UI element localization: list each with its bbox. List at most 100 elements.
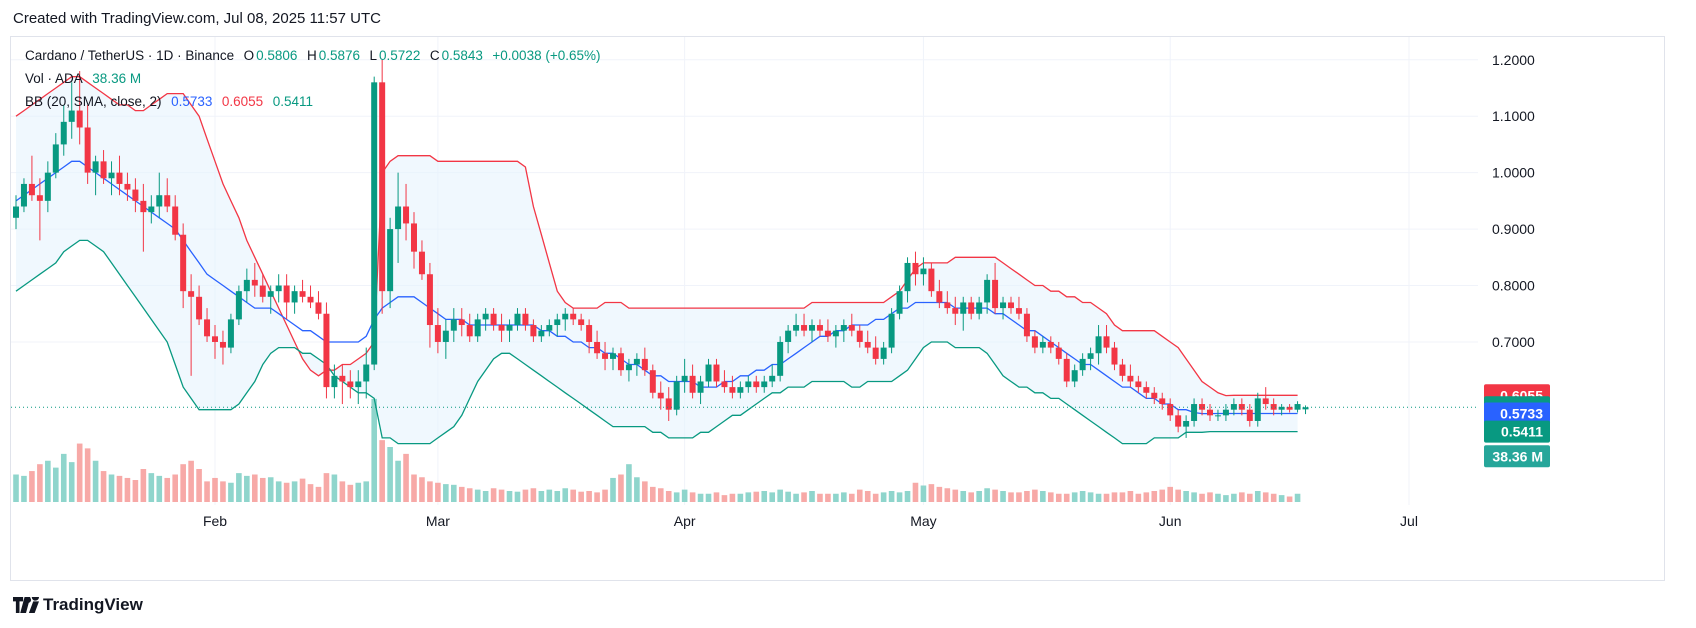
volume-bar bbox=[968, 492, 974, 502]
candle-body bbox=[1222, 409, 1229, 416]
candle-body bbox=[904, 262, 911, 292]
candle-body bbox=[1167, 404, 1174, 416]
candle-body bbox=[379, 82, 386, 292]
volume-bar bbox=[538, 491, 545, 502]
candle-body bbox=[363, 364, 370, 382]
candle-body bbox=[84, 127, 91, 173]
candle-body bbox=[482, 313, 489, 320]
volume-bar bbox=[1127, 491, 1134, 502]
x-tick-label: Mar bbox=[426, 513, 450, 529]
volume-bar bbox=[769, 492, 775, 502]
volume-bar bbox=[912, 482, 919, 502]
candle-body bbox=[315, 302, 322, 314]
volume-bar bbox=[299, 478, 306, 502]
candle-body bbox=[570, 313, 577, 320]
legend-symbol[interactable]: Cardano / TetherUS · 1D · Binance bbox=[25, 48, 235, 63]
volume-bar bbox=[164, 477, 171, 502]
candle-body bbox=[649, 370, 656, 393]
candle-body bbox=[490, 313, 497, 326]
volume-bar bbox=[443, 484, 449, 502]
candle-body bbox=[92, 161, 99, 173]
volume-bar bbox=[506, 491, 513, 502]
candle-body bbox=[562, 313, 569, 320]
volume-bar bbox=[427, 481, 433, 502]
volume-bar bbox=[634, 477, 640, 502]
legend-bb-label[interactable]: BB (20, SMA, close, 2) bbox=[25, 94, 162, 109]
candle-body bbox=[1111, 347, 1118, 365]
legend-volume-label[interactable]: Vol · ADA bbox=[25, 71, 83, 86]
volume-bar bbox=[1079, 491, 1086, 502]
y-tick-label: 1.2000 bbox=[1492, 52, 1535, 68]
candle-body bbox=[1207, 409, 1213, 416]
volume-bar bbox=[403, 453, 409, 502]
volume-bar bbox=[1278, 495, 1285, 502]
volume-bar bbox=[657, 488, 664, 502]
volume-bar bbox=[1071, 492, 1078, 502]
candle-body bbox=[243, 279, 250, 292]
volume-bar bbox=[1167, 486, 1173, 502]
tradingview-logo-icon bbox=[13, 597, 39, 613]
volume-bar bbox=[1151, 491, 1158, 502]
candle-body bbox=[1159, 398, 1166, 405]
volume-bar bbox=[1262, 492, 1269, 502]
volume-bar bbox=[984, 488, 990, 502]
legend-bollinger: BB (20, SMA, close, 2) 0.5733 0.6055 0.5… bbox=[25, 94, 315, 109]
volume-bar bbox=[13, 474, 19, 502]
volume-bar bbox=[1016, 492, 1022, 502]
candle-body bbox=[546, 325, 553, 331]
volume-bar bbox=[960, 491, 967, 502]
candle-body bbox=[291, 291, 298, 303]
candle-body bbox=[665, 398, 672, 410]
volume-bar bbox=[944, 488, 951, 502]
candle-body bbox=[1262, 398, 1269, 405]
candle-body bbox=[888, 313, 895, 348]
volume-bar bbox=[1024, 491, 1030, 502]
volume-bar bbox=[419, 477, 425, 502]
x-tick-label: Apr bbox=[674, 513, 696, 529]
price-scale-badge bbox=[1484, 420, 1550, 443]
volume-bar bbox=[331, 474, 338, 502]
legend-volume-value: 38.36 M bbox=[92, 71, 142, 86]
candle-body bbox=[307, 296, 314, 303]
tradingview-footer[interactable]: TradingView bbox=[13, 595, 143, 615]
candle-body bbox=[896, 291, 903, 314]
candle-body bbox=[450, 319, 457, 331]
candle-body bbox=[936, 291, 943, 303]
volume-bar bbox=[347, 484, 354, 502]
volume-bar bbox=[928, 484, 935, 502]
volume-bar bbox=[1183, 491, 1189, 502]
volume-bar bbox=[594, 492, 600, 502]
candle-body bbox=[466, 325, 473, 337]
candle-body bbox=[323, 313, 330, 388]
volume-bar bbox=[522, 489, 529, 502]
chart-frame[interactable] bbox=[10, 36, 1665, 581]
legend-bb-basis: 0.5733 bbox=[171, 94, 213, 109]
candle-body bbox=[625, 364, 632, 371]
candle-body bbox=[968, 302, 975, 314]
volume-bar bbox=[236, 473, 242, 502]
volume-bar bbox=[976, 491, 982, 502]
candle-body bbox=[1270, 404, 1277, 410]
volume-bar bbox=[45, 460, 51, 502]
candle-body bbox=[832, 330, 839, 337]
legend-open: 0.5806 bbox=[256, 48, 298, 63]
volume-bar bbox=[283, 482, 290, 502]
volume-bar bbox=[697, 493, 704, 502]
candle-body bbox=[36, 195, 43, 201]
volume-bar bbox=[323, 473, 330, 502]
candle-body bbox=[299, 291, 306, 297]
candle-body bbox=[1055, 347, 1062, 359]
price-scale-badge bbox=[1484, 445, 1550, 468]
volume-bar bbox=[554, 491, 561, 502]
candle-body bbox=[1278, 406, 1285, 410]
volume-bar bbox=[84, 448, 91, 502]
candle-body bbox=[586, 325, 593, 342]
candle-body bbox=[1199, 404, 1206, 410]
candle-body bbox=[1103, 336, 1110, 348]
candle-body bbox=[124, 183, 131, 190]
volume-bar bbox=[546, 489, 553, 502]
volume-bar bbox=[172, 474, 178, 502]
candle-body bbox=[108, 172, 115, 179]
volume-bar bbox=[1063, 493, 1070, 502]
